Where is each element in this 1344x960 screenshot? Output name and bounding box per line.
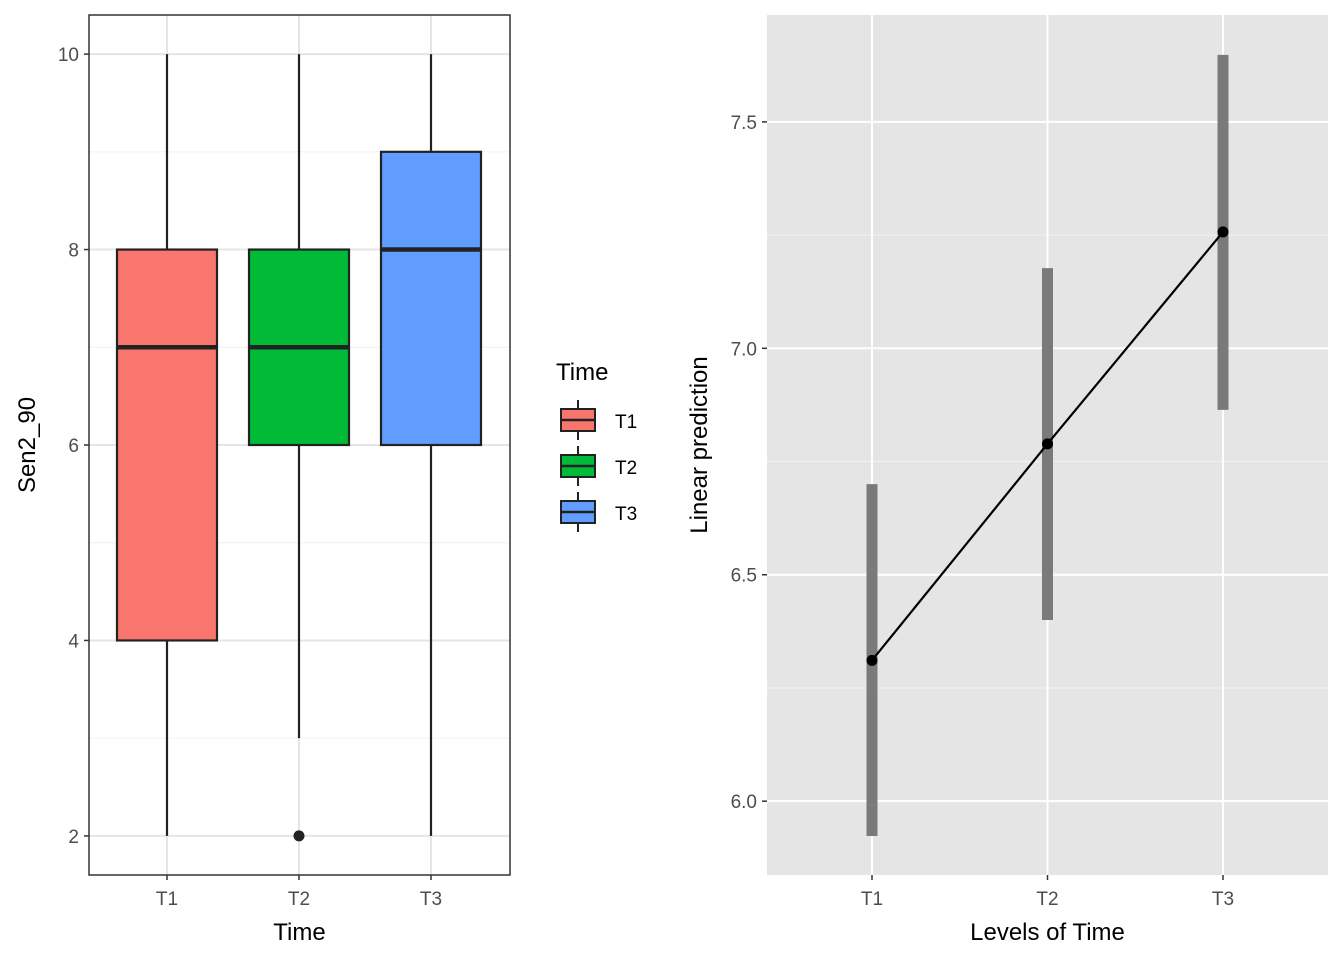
- legend: Time T1 T2 T3: [556, 359, 637, 532]
- panel-border: [88, 14, 511, 876]
- y-tick-label: 6.0: [731, 792, 757, 813]
- y-tick-label: 2: [68, 827, 79, 848]
- x-axis-title: Levels of Time: [970, 919, 1125, 946]
- boxplot-panel: 2 4 6 8 10 T1 T2 T3 Time Sen2_90 Time T1 T2 T3: [14, 14, 637, 946]
- box-iqr: [115, 248, 219, 642]
- y-tick-label: 6.5: [731, 566, 757, 587]
- legend-item-T2: T2: [560, 446, 637, 486]
- prediction-panel: 6.0 6.5 7.0 7.5 T1 T2 T3 Levels of Time Linear p…: [686, 15, 1328, 946]
- legend-label: T1: [615, 412, 637, 433]
- x-axis-title: Time: [273, 919, 325, 946]
- legend-item-T3: T3: [560, 492, 637, 532]
- y-axis-title: Linear prediction: [686, 356, 713, 533]
- legend-title: Time: [556, 359, 608, 386]
- y-tick-label: 7.0: [731, 339, 757, 360]
- x-tick-label: T3: [1212, 889, 1234, 910]
- y-tick-label: 10: [58, 45, 79, 66]
- x-tick-label: T1: [861, 889, 883, 910]
- y-tick-label: 4: [68, 631, 79, 652]
- y-tick-label: 7.5: [731, 113, 757, 134]
- y-axis-title: Sen2_90: [14, 397, 41, 493]
- box-T2: [247, 54, 351, 842]
- x-tick-label: T1: [156, 889, 178, 910]
- box-T1: [115, 54, 219, 836]
- prediction-point-T2: [1042, 438, 1053, 450]
- x-tick-label: T2: [1036, 889, 1058, 910]
- legend-label: T3: [615, 504, 637, 525]
- x-tick-label: T2: [288, 889, 310, 910]
- legend-item-T1: T1: [560, 400, 637, 440]
- legend-label: T2: [615, 458, 637, 479]
- prediction-point-T3: [1217, 226, 1229, 238]
- y-tick-label: 8: [68, 241, 79, 262]
- y-tick-label: 6: [68, 436, 79, 457]
- box-iqr: [379, 150, 483, 447]
- outlier-point: [293, 830, 305, 842]
- box-T3: [379, 54, 483, 836]
- prediction-point-T1: [866, 654, 878, 666]
- x-tick-label: T3: [420, 889, 442, 910]
